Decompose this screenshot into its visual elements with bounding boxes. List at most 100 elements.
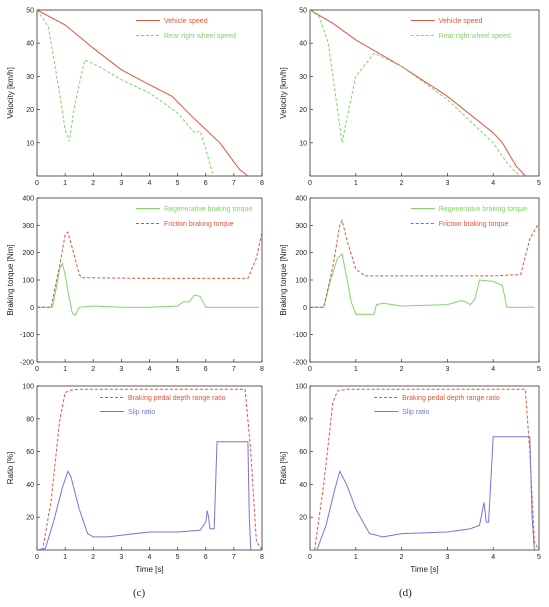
y-tick-label: 40 xyxy=(299,41,307,48)
plot-frame xyxy=(309,385,540,551)
x-tick-label: 3 xyxy=(119,366,123,373)
x-tick-label: 2 xyxy=(91,180,95,187)
series-line xyxy=(37,10,249,176)
x-tick-label: 0 xyxy=(308,366,312,373)
y-tick-label: 20 xyxy=(26,515,34,522)
x-tick-label: 4 xyxy=(491,554,495,561)
x-tick-label: 0 xyxy=(308,554,312,561)
legend-label: Braking pedal depth range ratio xyxy=(128,395,226,402)
y-tick-label: 300 xyxy=(295,223,307,230)
x-tick-label: 2 xyxy=(91,366,95,373)
x-tick-label: 3 xyxy=(445,554,449,561)
legend-label: Slip ratio xyxy=(402,409,429,416)
legend-label: Friction braking torque xyxy=(439,221,509,228)
y-tick-label: 300 xyxy=(22,223,34,230)
y-tick-label: -100 xyxy=(293,332,307,339)
y-axis-label: Velocity [km/h] xyxy=(279,67,288,119)
legend-label: Rear right wheel speed xyxy=(164,33,236,40)
x-tick-label: 0 xyxy=(35,366,39,373)
y-tick-label: 40 xyxy=(299,482,307,489)
legend-label: Braking pedal depth range ratio xyxy=(402,395,500,402)
x-tick-label: 4 xyxy=(148,554,152,561)
series-line xyxy=(37,10,215,176)
y-tick-label: -100 xyxy=(20,332,34,339)
y-tick-label: 40 xyxy=(26,41,34,48)
y-axis-label: Braking torque [Nm] xyxy=(6,244,15,315)
y-axis-label: Velocity [km/h] xyxy=(6,67,15,119)
plot-frame xyxy=(309,9,540,177)
x-tick-label: 1 xyxy=(354,554,358,561)
caption-d: (d) xyxy=(399,587,412,599)
y-tick-label: -200 xyxy=(20,360,34,367)
y-tick-label: 40 xyxy=(26,482,34,489)
x-tick-label: 0 xyxy=(308,180,312,187)
y-tick-label: 400 xyxy=(22,196,34,203)
x-tick-label: 7 xyxy=(232,366,236,373)
y-tick-label: 60 xyxy=(299,449,307,456)
x-tick-label: 8 xyxy=(260,366,264,373)
series-line xyxy=(310,436,535,550)
x-tick-label: 5 xyxy=(537,180,541,187)
y-tick-label: 30 xyxy=(26,74,34,81)
y-tick-label: 0 xyxy=(30,305,34,312)
x-tick-label: 8 xyxy=(260,554,264,561)
chart-d-velocity: 0 1 2 3 4 5 10 20 30 40 50 Velocity [km/h] Vehicle s… xyxy=(279,8,541,188)
y-tick-label: 20 xyxy=(26,107,34,114)
x-tick-label: 4 xyxy=(491,366,495,373)
y-tick-label: 10 xyxy=(26,140,34,147)
x-tick-label: 6 xyxy=(204,554,208,561)
x-tick-label: 1 xyxy=(63,366,67,373)
x-tick-label: 4 xyxy=(491,180,495,187)
series-line xyxy=(310,218,539,308)
x-tick-label: 0 xyxy=(35,554,39,561)
x-tick-label: 3 xyxy=(119,180,123,187)
chart-c-velocity: 0 1 2 3 4 5 6 7 8 10 20 30 40 50 Velocity [km/h] Vehicl… xyxy=(6,8,264,188)
y-axis-label: Braking torque [Nm] xyxy=(279,244,288,315)
y-tick-label: 20 xyxy=(299,515,307,522)
chart-d-torque: 0 1 2 3 4 5 -200 -100 0 100 200 300 400 Braking torqu… xyxy=(279,196,541,374)
x-tick-label: 4 xyxy=(148,366,152,373)
y-tick-label: 10 xyxy=(299,140,307,147)
legend-label: Rear right wheel speed xyxy=(439,33,511,40)
y-axis-label: Ratio [%] xyxy=(6,452,15,484)
caption-c: (c) xyxy=(133,587,146,599)
x-tick-label: 5 xyxy=(537,366,541,373)
x-axis-label: Time [s] xyxy=(135,565,163,574)
x-tick-label: 7 xyxy=(232,180,236,187)
y-tick-label: -200 xyxy=(293,360,307,367)
legend-label: Slip ratio xyxy=(128,409,155,416)
y-tick-label: 60 xyxy=(26,449,34,456)
legend-label: Regenerative braking torque xyxy=(439,206,527,213)
x-tick-label: 5 xyxy=(176,366,180,373)
x-tick-label: 8 xyxy=(260,180,264,187)
series-line xyxy=(310,253,535,315)
x-tick-label: 5 xyxy=(176,554,180,561)
y-tick-label: 100 xyxy=(295,278,307,285)
x-tick-label: 2 xyxy=(400,180,404,187)
y-tick-label: 400 xyxy=(295,196,307,203)
y-tick-label: 50 xyxy=(26,8,34,15)
y-tick-label: 30 xyxy=(299,74,307,81)
x-axis-label: Time [s] xyxy=(410,565,438,574)
legend-label: Vehicle speed xyxy=(439,18,483,25)
y-tick-label: 200 xyxy=(295,250,307,257)
y-tick-label: 100 xyxy=(22,384,34,391)
y-axis-label: Ratio [%] xyxy=(279,452,288,484)
x-tick-label: 7 xyxy=(232,554,236,561)
series-line xyxy=(310,10,521,176)
x-tick-label: 2 xyxy=(400,554,404,561)
y-tick-label: 200 xyxy=(22,250,34,257)
y-tick-label: 80 xyxy=(299,416,307,423)
x-tick-label: 0 xyxy=(35,180,39,187)
series-line xyxy=(37,231,262,308)
chart-d-ratio: 0 1 2 3 4 5 20 40 60 80 100 Ratio [%] Time [s] Brakin… xyxy=(279,384,541,575)
x-tick-label: 3 xyxy=(445,366,449,373)
y-tick-label: 100 xyxy=(295,384,307,391)
x-tick-label: 3 xyxy=(445,180,449,187)
x-tick-label: 1 xyxy=(354,180,358,187)
legend-label: Friction braking torque xyxy=(164,221,234,228)
series-line xyxy=(37,262,260,317)
chart-c-ratio: 0 1 2 3 4 5 6 7 8 20 40 60 80 100 Ratio [%] Time [s] Bra… xyxy=(6,384,264,575)
x-tick-label: 6 xyxy=(204,366,208,373)
